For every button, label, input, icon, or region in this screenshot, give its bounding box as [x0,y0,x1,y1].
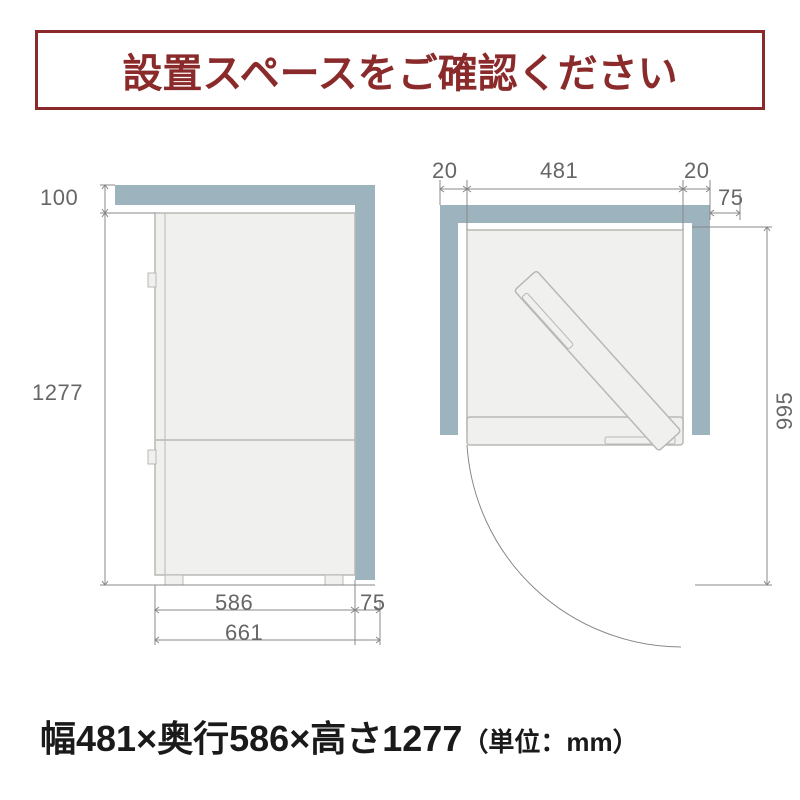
dim-width: 481 [540,158,578,184]
dimensions-summary: 幅481×奥行586×高さ1277（単位：mm） [40,710,639,762]
dim-height: 1277 [32,380,83,406]
summary-width-val: 481 [76,718,136,759]
dim-clearance-left: 20 [432,158,457,184]
plan-view-diagram [395,155,795,655]
door-swing-arc [467,445,681,647]
summary-depth-val: 586 [229,718,289,759]
dim-clearance-right: 20 [684,158,709,184]
dim-depth: 586 [215,590,253,616]
summary-depth-label: 奥行 [157,718,229,759]
summary-height-val: 1277 [382,718,462,759]
summary-unit: （単位：mm） [462,727,638,757]
dim-swing-radius: 995 [772,392,798,430]
dim-top-clearance: 100 [40,185,78,211]
title-text: 設置スペースをご確認ください [122,41,677,99]
dim-handle-side: 75 [360,590,385,616]
summary-height-label: 高さ [310,718,382,759]
summary-sep1: × [136,718,157,759]
fridge-side [148,213,355,585]
summary-width-label: 幅 [40,718,76,759]
dim-handle-top: 75 [718,185,743,211]
summary-sep2: × [289,718,310,759]
title-banner: 設置スペースをご確認ください [35,30,765,110]
dim-depth-total: 661 [225,620,263,646]
